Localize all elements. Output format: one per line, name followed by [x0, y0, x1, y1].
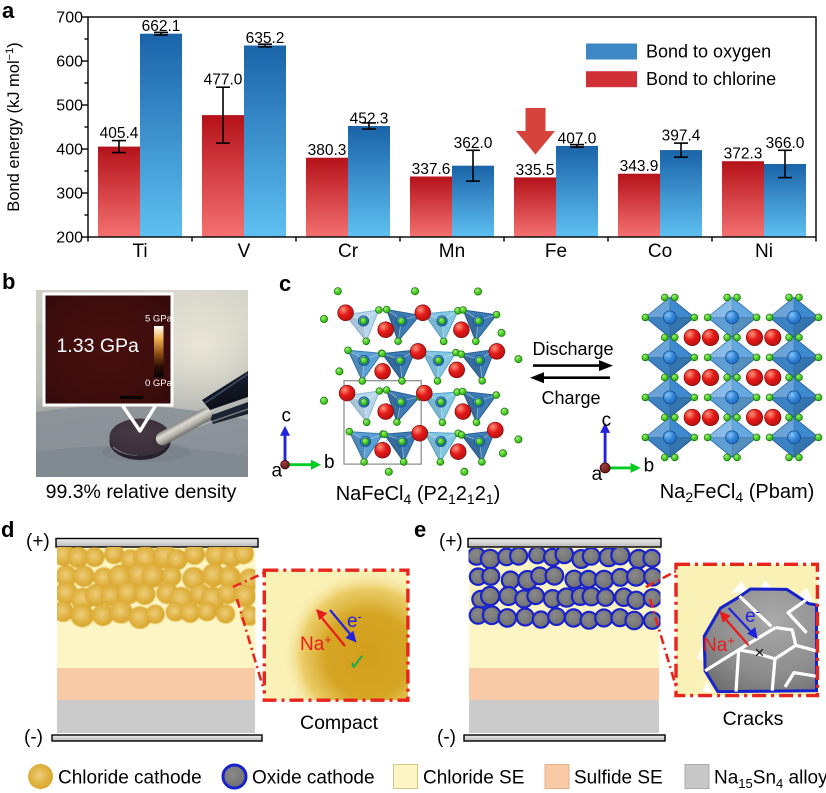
- svg-text:Bond to chlorine: Bond to chlorine: [646, 69, 776, 89]
- svg-text:Mn: Mn: [439, 241, 465, 262]
- svg-text:452.3: 452.3: [350, 111, 389, 128]
- svg-text:V: V: [238, 241, 251, 262]
- svg-text:600: 600: [56, 54, 83, 71]
- svg-text:0 GPa: 0 GPa: [145, 378, 173, 389]
- svg-text:5 GPa: 5 GPa: [145, 314, 173, 325]
- svg-text:✓: ✓: [348, 649, 367, 675]
- svg-text:700: 700: [56, 10, 83, 27]
- svg-text:Oxide cathode: Oxide cathode: [252, 768, 375, 789]
- svg-text:366.0: 366.0: [766, 135, 805, 152]
- svg-text:Chloride SE: Chloride SE: [423, 768, 524, 789]
- svg-text:Fe: Fe: [545, 241, 567, 262]
- svg-text:Cr: Cr: [338, 241, 359, 262]
- svg-text:Na+: Na+: [703, 633, 735, 656]
- svg-text:635.2: 635.2: [246, 30, 285, 47]
- svg-text:Na2FeCl4 (Pbam): Na2FeCl4 (Pbam): [660, 481, 815, 505]
- svg-text:200: 200: [56, 230, 83, 247]
- svg-text:Ti: Ti: [132, 241, 147, 262]
- svg-text:b: b: [324, 452, 335, 473]
- svg-text:c: c: [282, 406, 292, 427]
- svg-text:Discharge: Discharge: [532, 339, 613, 359]
- svg-text:×: ×: [755, 643, 765, 662]
- svg-text:b: b: [644, 455, 655, 476]
- svg-text:662.1: 662.1: [142, 18, 181, 35]
- svg-text:NaFeCl4 (P212121): NaFeCl4 (P212121): [336, 483, 501, 507]
- svg-text:Bond energy (kJ mol−1): Bond energy (kJ mol−1): [4, 42, 23, 211]
- svg-text:Na15Sn4 alloy: Na15Sn4 alloy: [714, 768, 826, 792]
- svg-text:343.9: 343.9: [620, 158, 659, 175]
- svg-text:Charge: Charge: [541, 388, 600, 408]
- svg-text:Na+: Na+: [300, 632, 332, 655]
- svg-text:300: 300: [56, 186, 83, 203]
- svg-text:500: 500: [56, 98, 83, 115]
- svg-text:372.3: 372.3: [724, 146, 763, 163]
- svg-text:Sulfide SE: Sulfide SE: [574, 768, 663, 789]
- svg-text:400: 400: [56, 142, 83, 159]
- svg-text:Compact: Compact: [300, 712, 379, 734]
- svg-text:c: c: [602, 410, 612, 431]
- svg-text:Chloride cathode: Chloride cathode: [58, 768, 202, 789]
- svg-text:Ni: Ni: [755, 241, 773, 262]
- svg-text:99.3% relative density: 99.3% relative density: [46, 481, 237, 503]
- svg-text:337.6: 337.6: [412, 161, 451, 178]
- svg-text:Co: Co: [648, 241, 672, 262]
- svg-text:a: a: [272, 461, 283, 482]
- svg-text:a: a: [592, 464, 603, 485]
- svg-text:Cracks: Cracks: [723, 708, 784, 730]
- svg-text:335.5: 335.5: [516, 162, 555, 179]
- svg-text:477.0: 477.0: [204, 72, 243, 89]
- svg-text:Bond to oxygen: Bond to oxygen: [646, 42, 771, 62]
- svg-text:380.3: 380.3: [308, 142, 347, 159]
- svg-text:405.4: 405.4: [100, 125, 139, 142]
- svg-text:407.0: 407.0: [558, 130, 597, 147]
- svg-text:397.4: 397.4: [662, 128, 701, 145]
- svg-text:362.0: 362.0: [454, 135, 493, 152]
- svg-text:1.33 GPa: 1.33 GPa: [57, 335, 140, 357]
